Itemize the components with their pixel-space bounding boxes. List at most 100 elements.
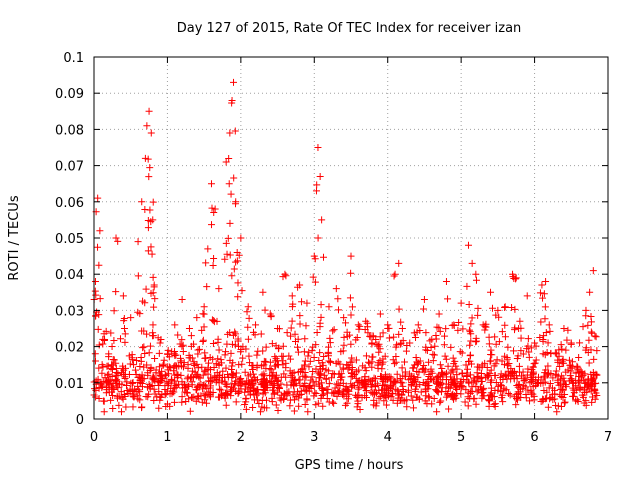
data-point-cluster [105, 377, 113, 385]
data-point-cluster [389, 356, 397, 364]
data-point-cluster [228, 99, 236, 107]
data-point [94, 194, 102, 202]
data-point-baseline [379, 386, 387, 394]
data-point-cluster [414, 359, 422, 367]
data-point-cluster [208, 221, 216, 229]
data-point-cluster [554, 378, 562, 386]
data-point-baseline [588, 398, 596, 406]
data-point-cluster [227, 349, 235, 357]
data-point-baseline [579, 323, 587, 331]
data-point-cluster [316, 371, 324, 379]
data-point-cluster [405, 376, 413, 384]
data-point-cluster [347, 269, 355, 277]
data-point-cluster [134, 272, 142, 280]
data-point-baseline [215, 385, 223, 393]
data-point-baseline [290, 396, 298, 404]
data-point-baseline [305, 363, 313, 371]
data-point-cluster [459, 325, 467, 333]
data-point-baseline [466, 371, 474, 379]
data-point-baseline [426, 337, 434, 345]
data-point-cluster [301, 372, 309, 380]
data-point-baseline [110, 337, 118, 345]
data-point-cluster [393, 376, 401, 384]
data-point-baseline [493, 356, 501, 364]
data-point-baseline [194, 395, 202, 403]
data-point [211, 205, 219, 213]
data-point-cluster [209, 261, 217, 269]
data-point-baseline [483, 364, 491, 372]
data-point-cluster [98, 369, 106, 377]
data-point-cluster [392, 343, 400, 351]
data-point-baseline [504, 367, 512, 375]
data-point-cluster [481, 322, 489, 330]
data-point-baseline [246, 370, 254, 378]
data-point-cluster [274, 361, 282, 369]
data-point-baseline [242, 345, 250, 353]
data-point-cluster [427, 375, 435, 383]
data-point-baseline [199, 371, 207, 379]
data-point-baseline [464, 402, 472, 410]
data-point-baseline [170, 398, 178, 406]
data-point-cluster [232, 330, 240, 338]
data-point [494, 306, 502, 314]
data-point-baseline [329, 398, 337, 406]
data-point-baseline [205, 391, 213, 399]
data-point [575, 353, 583, 361]
data-point-cluster [398, 379, 406, 387]
data-point-cluster [472, 276, 480, 284]
y-tick-label: 0.05 [55, 232, 84, 247]
data-point-cluster [231, 200, 239, 208]
data-point-cluster [529, 373, 537, 381]
data-point-cluster [488, 351, 496, 359]
data-point-cluster [374, 342, 382, 350]
data-point-cluster [353, 368, 361, 376]
data-point-cluster [510, 347, 518, 355]
chart-title: Day 127 of 2015, Rate Of TEC Index for r… [177, 21, 522, 36]
data-point [553, 350, 561, 358]
x-axis-label: GPS time / hours [295, 458, 404, 473]
data-point-baseline [116, 335, 124, 343]
data-point-baseline [275, 344, 283, 352]
data-point [391, 270, 399, 278]
data-point-baseline [280, 370, 288, 378]
y-tick-label: 0.04 [55, 268, 84, 283]
data-point-baseline [126, 360, 134, 368]
data-point-cluster [353, 333, 361, 341]
data-point-baseline [277, 380, 285, 388]
data-point-baseline [203, 399, 211, 407]
data-point-cluster [145, 173, 153, 181]
data-point-cluster [244, 323, 252, 331]
data-point-cluster [225, 180, 233, 188]
data-point-baseline [178, 336, 186, 344]
data-point-baseline [190, 360, 198, 368]
data-point [325, 303, 333, 311]
data-point-cluster [420, 305, 428, 313]
data-point [207, 180, 215, 188]
data-point-cluster [464, 365, 472, 373]
data-point-baseline [572, 382, 580, 390]
data-point-baseline [445, 405, 453, 413]
data-point-cluster [121, 330, 129, 338]
data-point-cluster [567, 375, 575, 383]
data-point-cluster [149, 289, 157, 297]
data-point-cluster [155, 363, 163, 371]
data-point-baseline [491, 403, 499, 411]
data-point-cluster [180, 359, 188, 367]
data-point-cluster [369, 377, 377, 385]
data-point-cluster [500, 361, 508, 369]
data-point-cluster [180, 380, 188, 388]
data-point-cluster [395, 305, 403, 313]
data-point-cluster [144, 371, 152, 379]
data-point-cluster [444, 295, 452, 303]
data-point-cluster [451, 357, 459, 365]
x-tick-label: 2 [237, 430, 245, 445]
data-point-baseline [486, 392, 494, 400]
data-point-baseline [526, 397, 534, 405]
data-point-baseline [320, 353, 328, 361]
data-point-baseline [286, 355, 294, 363]
data-point-baseline [568, 376, 576, 384]
data-point-cluster [326, 358, 334, 366]
data-point-baseline [196, 345, 204, 353]
data-point-cluster [554, 356, 562, 364]
data-point-cluster [532, 356, 540, 364]
